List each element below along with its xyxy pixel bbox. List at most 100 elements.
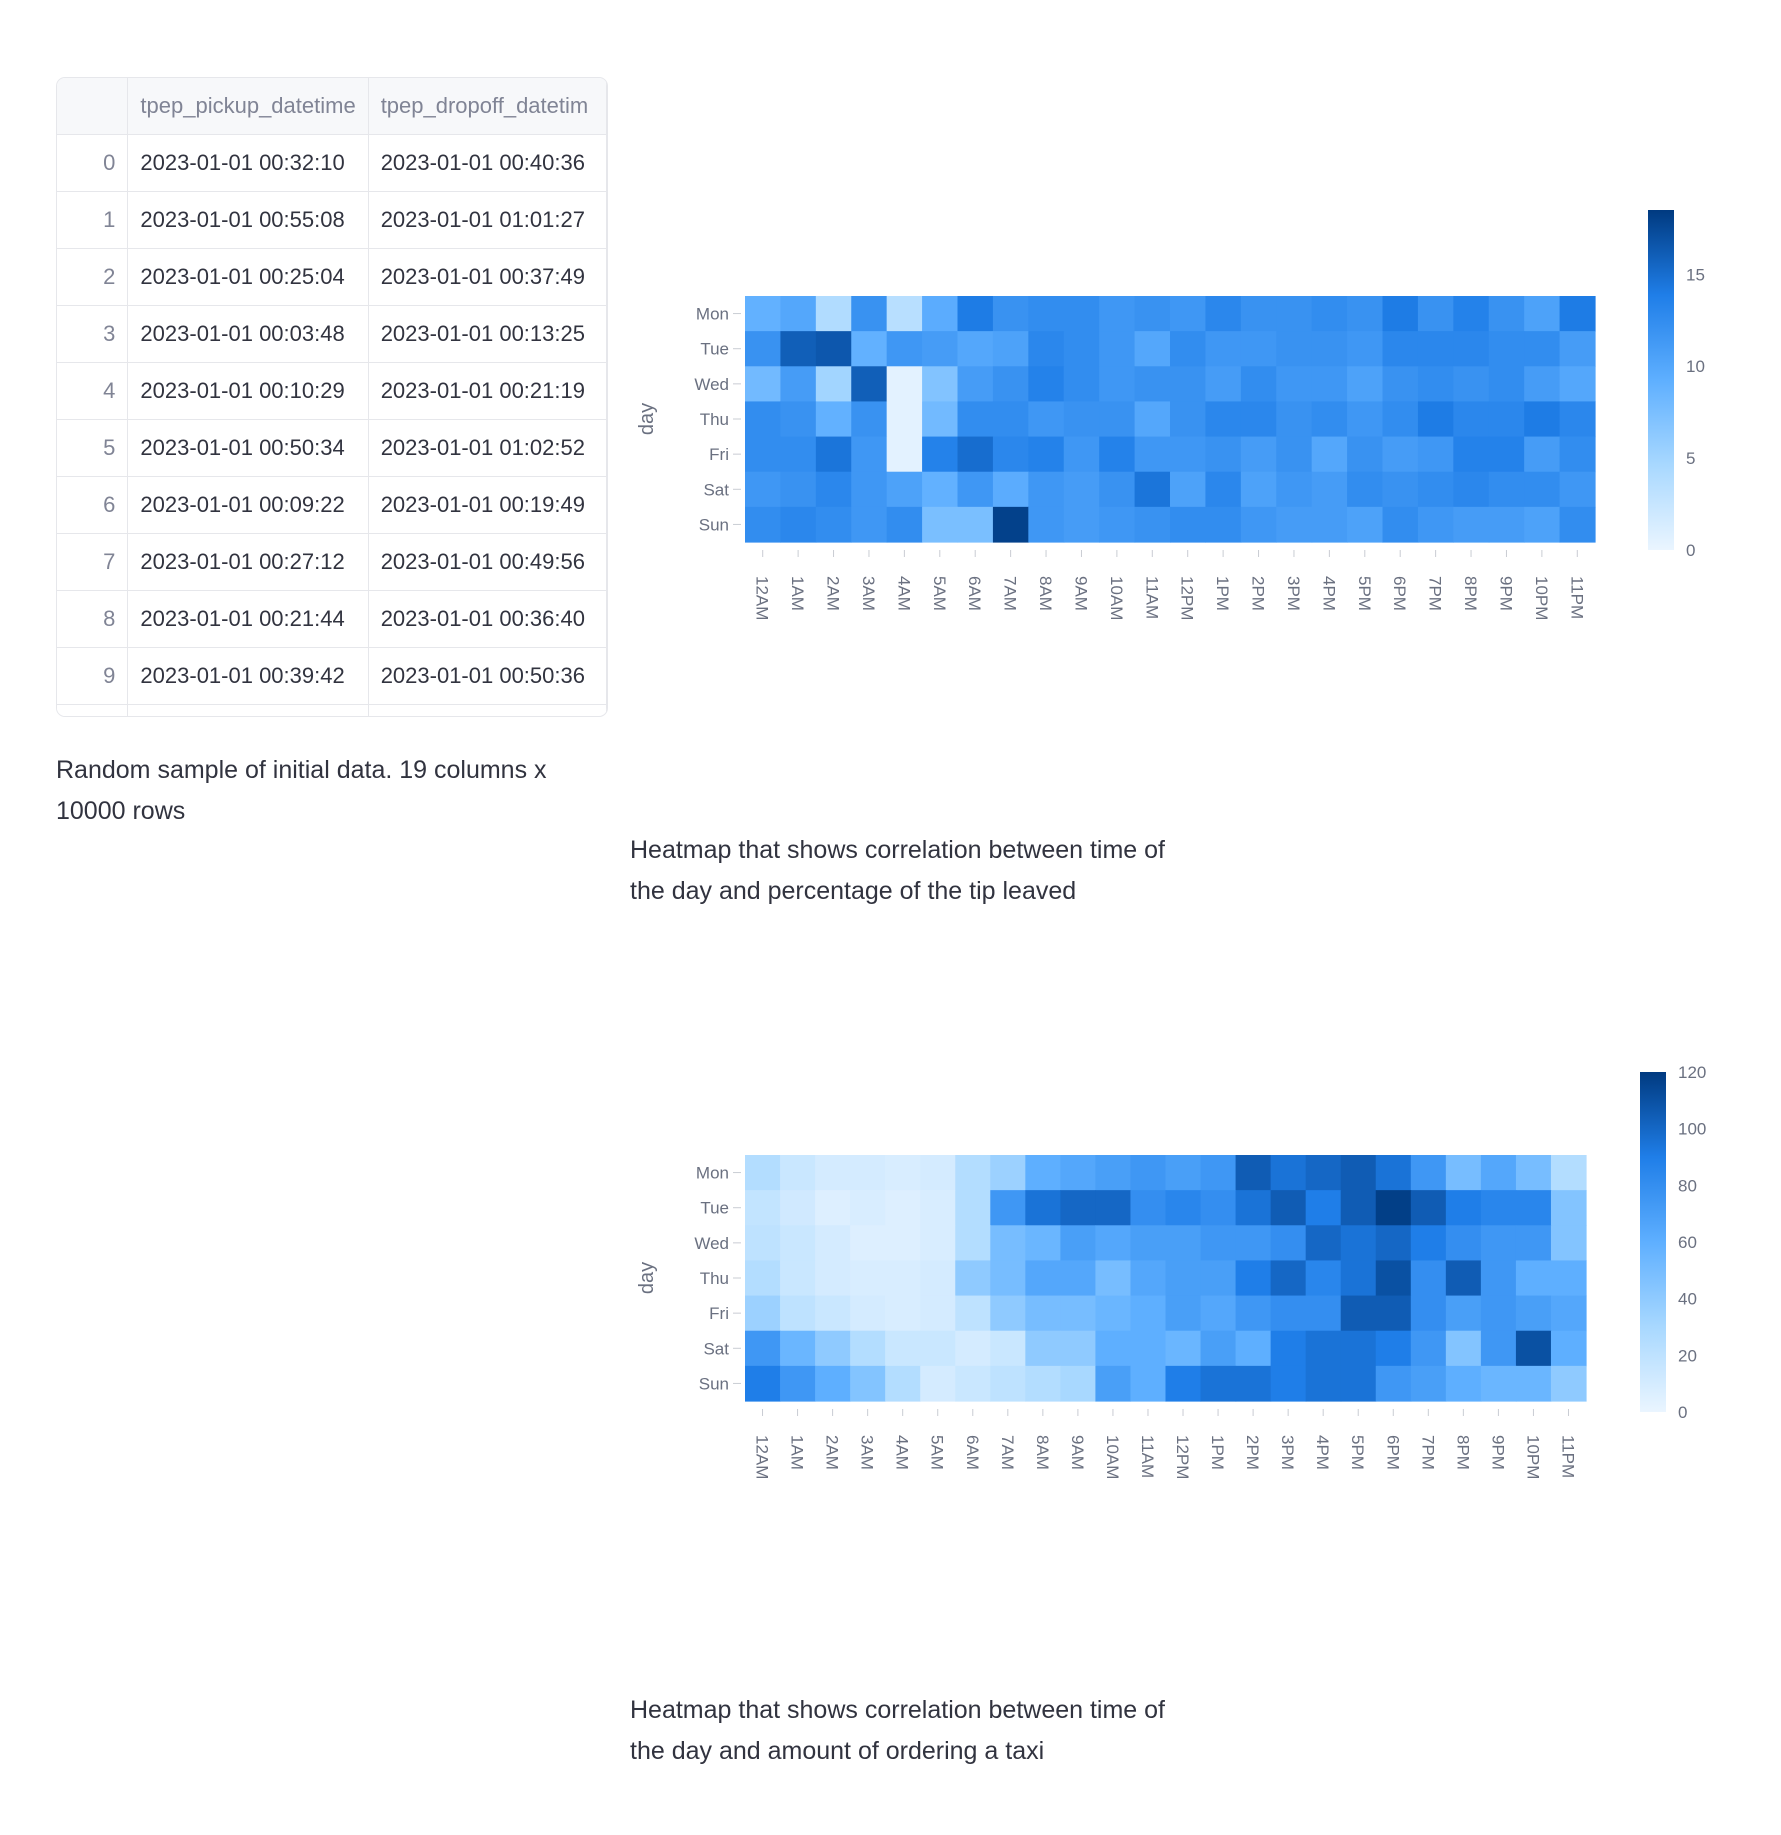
heatmap-cell <box>815 401 852 438</box>
heatmap-cell <box>1417 331 1454 367</box>
heatmap-cell <box>885 1190 921 1226</box>
table-row[interactable]: 2 2023-01-01 00:25:04 2023-01-01 00:37:49 <box>57 248 607 306</box>
heatmap-cell <box>745 401 782 438</box>
pickup-cell[interactable]: 2023-01-01 00:55:08 <box>127 191 369 249</box>
heatmap-cell <box>1410 1190 1447 1226</box>
heatmap-cell <box>1417 366 1454 403</box>
table-row[interactable]: 4 2023-01-01 00:10:29 2023-01-01 00:21:19 <box>57 362 607 420</box>
x-tick-label: 7PM <box>1426 576 1445 611</box>
heatmap-cell <box>1099 506 1136 543</box>
row-index[interactable]: 3 <box>57 305 129 363</box>
table-row[interactable]: 3 2023-01-01 00:03:48 2023-01-01 00:13:25 <box>57 305 607 363</box>
y-tick-label: Thu <box>700 1269 729 1288</box>
dropoff-cell[interactable]: 2023-01-01 00:21:19 <box>368 362 607 420</box>
dropoff-cell[interactable]: 2023-01-01 00:50:36 <box>368 647 607 705</box>
x-tick-label: 4PM <box>1313 1435 1332 1470</box>
heatmap-cell <box>1200 1190 1237 1226</box>
heatmap-cell <box>1270 1330 1307 1367</box>
data-table[interactable]: tpep_pickup_datetime tpep_dropoff_dateti… <box>56 77 608 717</box>
row-index[interactable]: 9 <box>57 647 129 705</box>
row-index[interactable]: 8 <box>57 590 129 648</box>
heatmap-cell <box>885 1155 921 1191</box>
heatmap-cell <box>780 401 817 438</box>
table-row[interactable]: 6 2023-01-01 00:09:22 2023-01-01 00:19:49 <box>57 476 607 534</box>
index-column-header[interactable] <box>57 78 129 135</box>
table-row[interactable]: 1 2023-01-01 00:55:08 2023-01-01 01:01:27 <box>57 191 607 249</box>
table-row[interactable]: 5 2023-01-01 00:50:34 2023-01-01 01:02:52 <box>57 419 607 477</box>
pickup-cell[interactable]: 2023-01-01 00:25:04 <box>127 248 369 306</box>
heatmap-cell <box>1417 296 1454 332</box>
heatmap-cell <box>1270 1260 1307 1297</box>
pickup-cell[interactable]: 2023-01-01 00:50:34 <box>127 419 369 477</box>
dropoff-cell[interactable]: 2023-01-01 00:40:36 <box>368 134 607 192</box>
dropoff-cell[interactable]: 2023-01-01 01:02:52 <box>368 419 607 477</box>
heatmap-cell <box>1095 1190 1132 1226</box>
heatmap-cell <box>1165 1330 1202 1367</box>
heatmap-cell <box>1382 471 1419 508</box>
row-index[interactable]: 0 <box>57 134 129 192</box>
heatmap-cell <box>745 1190 781 1226</box>
heatmap-cell <box>1410 1260 1447 1297</box>
heatmap-cell <box>1382 436 1419 473</box>
row-index[interactable]: 4 <box>57 362 129 420</box>
dropoff-cell[interactable]: 2023-01-01 01:01:27 <box>368 191 607 249</box>
heatmap-cell <box>780 331 817 367</box>
heatmap-cell <box>1417 436 1454 473</box>
y-axis-label: day <box>636 1262 658 1294</box>
row-index[interactable]: 7 <box>57 533 129 591</box>
heatmap-cell <box>1305 1190 1342 1226</box>
x-tick-label: 6PM <box>1383 1435 1402 1470</box>
heatmap-cell <box>955 1365 991 1402</box>
y-tick-label: Wed <box>694 1234 729 1253</box>
heatmap-cell <box>1270 1190 1307 1226</box>
table-cell[interactable] <box>368 704 607 716</box>
heatmap-cell <box>885 1225 921 1262</box>
dropoff-cell[interactable]: 2023-01-01 00:37:49 <box>368 248 607 306</box>
heatmap-cell <box>1524 401 1561 438</box>
dropoff-cell[interactable]: 2023-01-01 00:49:56 <box>368 533 607 591</box>
heatmap-cell <box>1480 1295 1517 1332</box>
table-row[interactable]: 7 2023-01-01 00:27:12 2023-01-01 00:49:56 <box>57 533 607 591</box>
row-index[interactable]: 2 <box>57 248 129 306</box>
pickup-cell[interactable]: 2023-01-01 00:03:48 <box>127 305 369 363</box>
heatmap-cell <box>1559 436 1596 473</box>
dropoff-cell[interactable]: 2023-01-01 00:36:40 <box>368 590 607 648</box>
heatmap-cell <box>1240 506 1277 543</box>
x-tick-label: 7AM <box>1001 576 1020 611</box>
heatmap-cell <box>922 401 959 438</box>
pickup-cell[interactable]: 2023-01-01 00:09:22 <box>127 476 369 534</box>
pickup-cell[interactable]: 2023-01-01 00:39:42 <box>127 647 369 705</box>
heatmap-cell <box>780 296 817 332</box>
heatmap-cell <box>1340 1260 1377 1297</box>
row-index[interactable]: 6 <box>57 476 129 534</box>
heatmap-cell <box>1025 1330 1061 1367</box>
heatmap-cell <box>955 1225 991 1262</box>
heatmap-cell <box>1060 1295 1097 1332</box>
table-cell[interactable] <box>127 704 369 716</box>
heatmap-cell <box>1480 1260 1517 1297</box>
heatmap-cell <box>815 366 852 403</box>
pickup-cell[interactable]: 2023-01-01 00:10:29 <box>127 362 369 420</box>
colorbar-tick-label: 40 <box>1678 1290 1697 1309</box>
table-cell[interactable] <box>57 704 129 716</box>
x-tick-label: 6AM <box>965 576 984 611</box>
dropoff-cell[interactable]: 2023-01-01 00:19:49 <box>368 476 607 534</box>
dropoff-cell[interactable]: 2023-01-01 00:13:25 <box>368 305 607 363</box>
heatmap-cell <box>1410 1295 1447 1332</box>
pickup-cell[interactable]: 2023-01-01 00:27:12 <box>127 533 369 591</box>
table-row[interactable]: 8 2023-01-01 00:21:44 2023-01-01 00:36:40 <box>57 590 607 648</box>
dropoff-column-header[interactable]: tpep_dropoff_datetim <box>368 78 607 135</box>
pickup-cell[interactable]: 2023-01-01 00:21:44 <box>127 590 369 648</box>
heatmap-cell <box>1134 436 1171 473</box>
table-row[interactable]: 9 2023-01-01 00:39:42 2023-01-01 00:50:36 <box>57 647 607 705</box>
table-row-partial[interactable] <box>57 704 607 716</box>
pickup-cell[interactable]: 2023-01-01 00:32:10 <box>127 134 369 192</box>
row-index[interactable]: 1 <box>57 191 129 249</box>
row-index[interactable]: 5 <box>57 419 129 477</box>
heatmap-cell <box>1240 296 1277 332</box>
heatmap-cell <box>1340 1330 1377 1367</box>
heatmap-cell <box>990 1365 1026 1402</box>
pickup-column-header[interactable]: tpep_pickup_datetime <box>127 78 369 135</box>
table-row[interactable]: 0 2023-01-01 00:32:10 2023-01-01 00:40:36 <box>57 134 607 192</box>
heatmap-cell <box>1130 1295 1167 1332</box>
